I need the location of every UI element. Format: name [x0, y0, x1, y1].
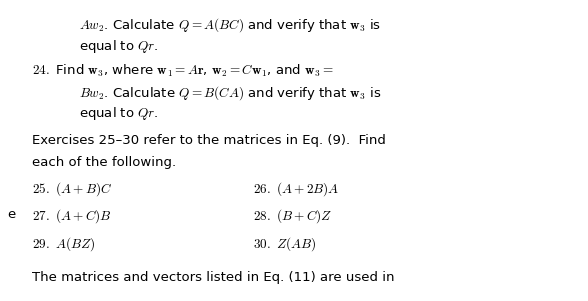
- Text: $Bw_2$. Calculate $Q = B(CA)$ and verify that $\mathbf{w}_3$ is: $Bw_2$. Calculate $Q = B(CA)$ and verify…: [79, 84, 382, 102]
- Text: The matrices and vectors listed in Eq. (11) are used in: The matrices and vectors listed in Eq. (…: [32, 271, 395, 284]
- Text: $\mathbf{24.}$ Find $\mathbf{w}_3$, where $\mathbf{w}_1 = A\mathbf{r}$, $\mathbf: $\mathbf{24.}$ Find $\mathbf{w}_3$, wher…: [32, 63, 334, 79]
- Text: $\mathbf{30.}$ $Z(AB)$: $\mathbf{30.}$ $Z(AB)$: [253, 235, 316, 253]
- Text: $\mathbf{29.}$ $A(BZ)$: $\mathbf{29.}$ $A(BZ)$: [32, 235, 96, 253]
- Text: $\mathbf{25.}$ $(A + B)C$: $\mathbf{25.}$ $(A + B)C$: [32, 181, 113, 198]
- Text: Exercises 25–30 refer to the matrices in Eq. (9).  Find: Exercises 25–30 refer to the matrices in…: [32, 134, 386, 147]
- Text: $\mathbf{26.}$ $(A + 2B)A$: $\mathbf{26.}$ $(A + 2B)A$: [253, 181, 339, 198]
- Text: e: e: [7, 208, 15, 221]
- Text: each of the following.: each of the following.: [32, 156, 176, 169]
- Text: $Aw_2$. Calculate $Q = A(BC)$ and verify that $\mathbf{w}_3$ is: $Aw_2$. Calculate $Q = A(BC)$ and verify…: [79, 17, 382, 34]
- Text: equal to $Qr$.: equal to $Qr$.: [79, 38, 159, 54]
- Text: $\mathbf{28.}$ $(B + C)Z$: $\mathbf{28.}$ $(B + C)Z$: [253, 208, 332, 225]
- Text: equal to $Qr$.: equal to $Qr$.: [79, 105, 159, 122]
- Text: $\mathbf{27.}$ $(A + C)B$: $\mathbf{27.}$ $(A + C)B$: [32, 208, 112, 225]
